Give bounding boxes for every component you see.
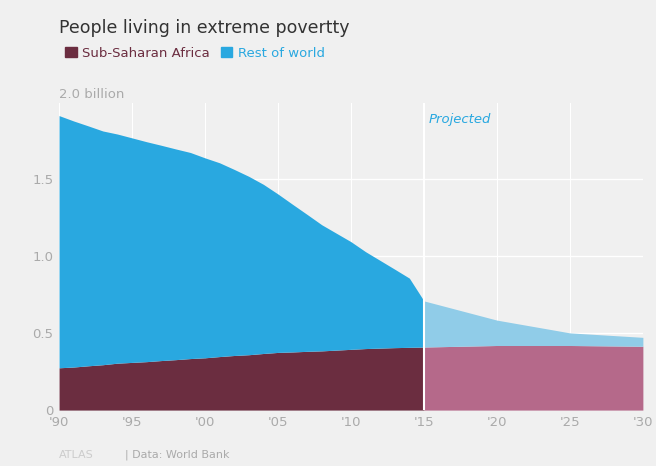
Text: | Data: World Bank: | Data: World Bank xyxy=(125,450,229,460)
Legend: Sub-Saharan Africa, Rest of world: Sub-Saharan Africa, Rest of world xyxy=(60,41,330,65)
Text: People living in extreme povertty: People living in extreme povertty xyxy=(59,19,350,37)
Text: Projected: Projected xyxy=(428,113,491,126)
Text: ATLAS: ATLAS xyxy=(59,451,94,460)
Text: 2.0 billion: 2.0 billion xyxy=(59,88,125,101)
